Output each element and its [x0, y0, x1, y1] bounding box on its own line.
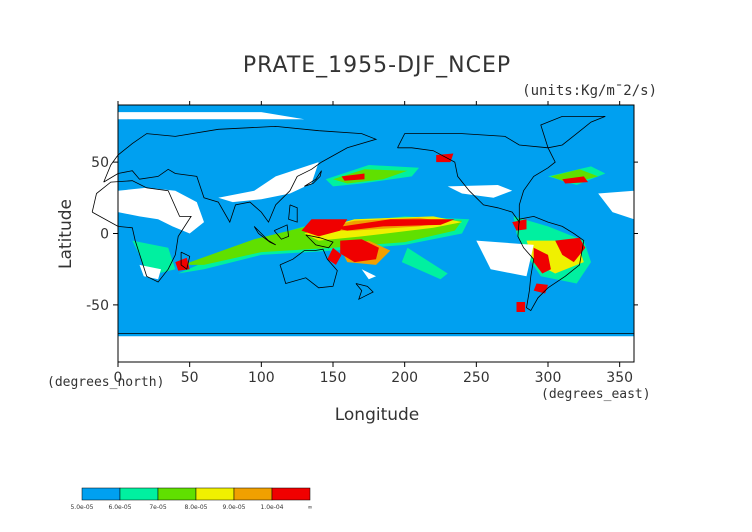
- coastline: [279, 248, 338, 289]
- legend-label: 9.0e-05: [222, 504, 245, 511]
- chart-title: PRATE_1955-DJF_NCEP: [243, 53, 511, 78]
- missing-data-region: [447, 185, 513, 198]
- x-tick-label: 50: [181, 370, 199, 386]
- legend-label: ∞: [308, 504, 313, 511]
- contour-region-level-5: [340, 239, 379, 263]
- contour-region-level-5: [436, 153, 454, 163]
- missing-data-region: [118, 187, 204, 234]
- legend-swatch: [271, 487, 311, 501]
- contour-region-level-5: [301, 219, 348, 237]
- coastline: [517, 215, 585, 312]
- x-axis-note: (degrees_east): [541, 387, 651, 402]
- contour-region-level-5: [555, 237, 586, 263]
- y-axis-ticks: -50 0 50: [86, 155, 638, 314]
- y-tick-label: 0: [100, 227, 109, 243]
- chart-units: (units:Kg/m¯2/s): [522, 83, 657, 99]
- contour-region-level-5: [512, 219, 527, 231]
- x-tick-label: 250: [463, 370, 490, 386]
- legend-label: 6.0e-05: [108, 504, 131, 511]
- coastline: [304, 170, 322, 187]
- coastline: [180, 251, 191, 270]
- missing-data-region: [361, 269, 376, 280]
- y-tick-label: 50: [91, 155, 109, 171]
- x-tick-label: 200: [391, 370, 418, 386]
- contour-region-level-5: [327, 247, 342, 265]
- missing-data-region: [476, 240, 534, 277]
- coastline: [397, 133, 556, 224]
- legend-swatch: [233, 487, 273, 501]
- x-tick-label: 100: [248, 370, 275, 386]
- missing-data-region: [598, 190, 634, 220]
- coastline: [91, 180, 192, 283]
- contour-region-level-0: [118, 290, 634, 320]
- missing-data-layer: [118, 112, 634, 362]
- coastline: [253, 226, 276, 246]
- coastline-layer: [91, 116, 634, 334]
- coastline: [355, 283, 374, 301]
- y-axis-title: Latitude: [56, 199, 76, 269]
- coastline: [273, 224, 290, 240]
- y-tick-label: -50: [86, 298, 109, 314]
- legend-swatch: [195, 487, 235, 501]
- coastline: [540, 116, 606, 149]
- coastline: [103, 125, 378, 224]
- missing-data-region: [118, 112, 305, 120]
- coastline: [305, 234, 334, 249]
- legend-label: 7e-05: [149, 504, 166, 511]
- x-tick-label: 150: [320, 370, 347, 386]
- contour-region-level-5: [333, 219, 455, 231]
- plot-area: [91, 104, 635, 363]
- legend-label: 1.0e-04: [260, 504, 283, 511]
- legend-swatch: [157, 487, 197, 501]
- x-axis-ticks: 0 50 100 150 200 250 300 350: [114, 101, 633, 386]
- color-legend: 5.0e-05 6.0e-05 7e-05 8.0e-05 9.0e-05 1.0e-04…: [70, 487, 313, 511]
- contour-region-level-5: [341, 173, 365, 181]
- contour-region-level-5: [175, 257, 190, 271]
- x-tick-label: 350: [606, 370, 633, 386]
- contour-region-level-5: [516, 302, 526, 312]
- legend-label: 8.0e-05: [184, 504, 207, 511]
- legend-label: 5.0e-05: [70, 504, 93, 511]
- x-tick-label: 300: [535, 370, 562, 386]
- x-tick-label: 0: [114, 370, 123, 386]
- coastline: [288, 204, 298, 223]
- contour-region-level-1: [401, 247, 448, 280]
- contour-region-level-2: [550, 169, 599, 184]
- y-axis-note: (degrees_north): [47, 375, 164, 390]
- missing-data-region: [218, 162, 319, 203]
- contour-fill-layer: [118, 153, 634, 320]
- contour-region-level-5: [533, 247, 551, 274]
- missing-data-region: [118, 336, 634, 362]
- contour-region-level-5: [562, 176, 589, 184]
- contour-region-level-1: [132, 240, 176, 277]
- x-axis-title: Longitude: [335, 405, 420, 425]
- legend-swatch: [81, 487, 121, 501]
- legend-swatch: [119, 487, 159, 501]
- missing-data-region: [139, 264, 161, 280]
